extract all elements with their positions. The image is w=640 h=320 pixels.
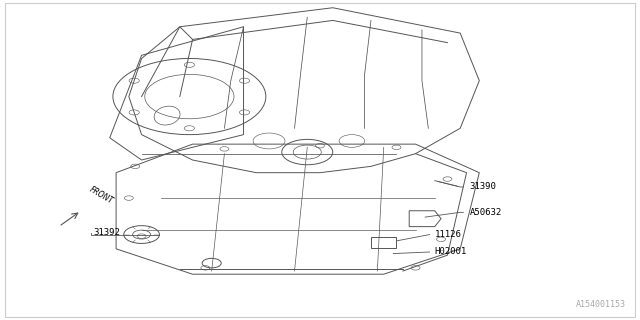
Text: H02001: H02001 — [435, 247, 467, 257]
Text: FRONT: FRONT — [88, 185, 115, 206]
Text: A50632: A50632 — [470, 208, 502, 217]
Text: 31392: 31392 — [94, 228, 121, 237]
Text: 31390: 31390 — [470, 182, 497, 191]
Text: A154001153: A154001153 — [576, 300, 626, 309]
Text: 11126: 11126 — [435, 230, 461, 239]
